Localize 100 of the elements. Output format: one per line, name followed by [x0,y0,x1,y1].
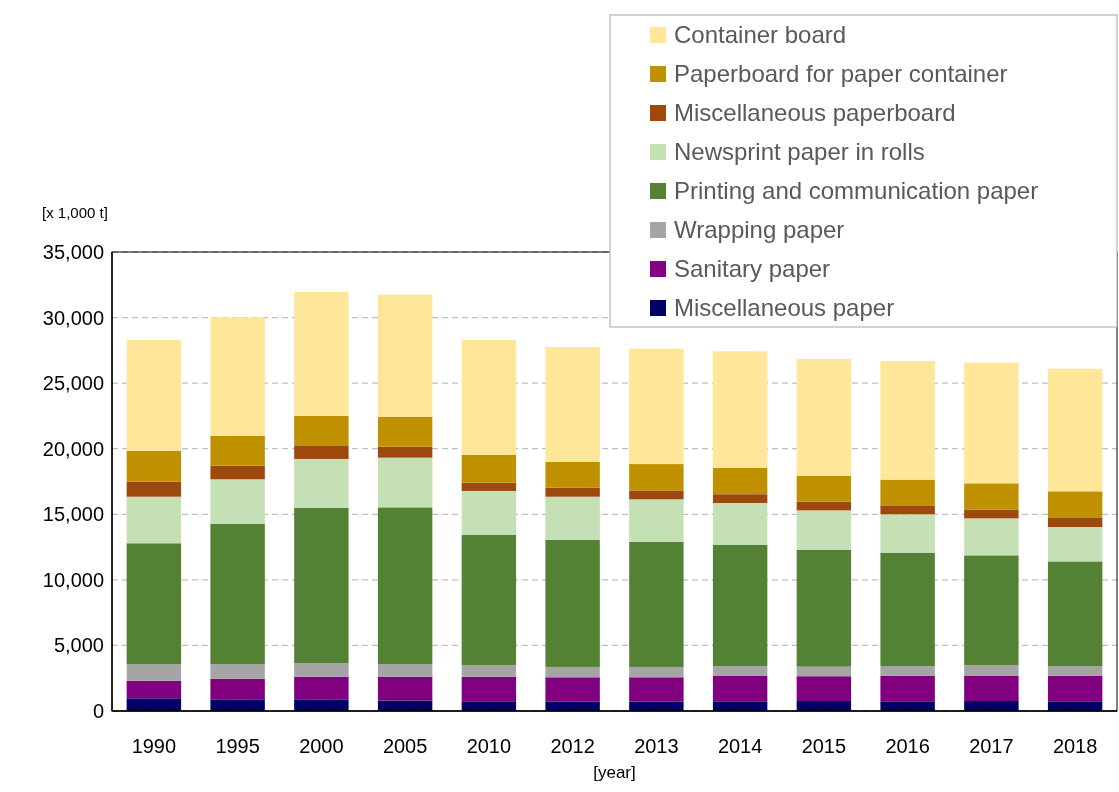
bar [210,523,265,665]
bar [964,509,1019,519]
x-tick-label: 2005 [382,735,428,757]
bar [545,539,600,667]
bar [210,317,265,436]
y-tick-label: 5,000 [53,634,104,657]
legend-label: Sanitary paper [674,255,831,283]
x-tick-label: 1990 [131,735,177,757]
bar [126,481,182,497]
bar [126,450,182,482]
bar [629,348,684,465]
bar [294,663,349,677]
bar [964,664,1019,676]
bar [629,541,684,667]
bar [294,676,349,700]
bar [461,455,517,483]
bar [377,446,433,458]
x-axis-title: [year] [593,763,636,782]
bar [545,677,600,702]
x-tick-label: 1995 [215,735,260,757]
bar [210,678,265,700]
bar [377,664,433,677]
bar [126,698,182,711]
x-tick-label: 2012 [550,735,595,757]
bar [461,490,517,536]
bar [126,543,182,665]
bar [210,699,265,711]
bar [1047,561,1103,667]
bar [210,465,265,480]
bar [294,292,349,416]
bar [1047,675,1103,702]
bar [796,666,852,677]
x-tick-label: 2016 [885,735,930,757]
bar [377,676,433,701]
bar [377,416,433,447]
x-tick-label: 2013 [634,735,679,757]
bar [629,499,684,542]
bar [294,458,349,508]
bar [1047,491,1103,518]
legend-label: Newsprint paper in rolls [674,138,925,166]
bar [1047,666,1103,676]
x-tick-label: 2018 [1052,735,1098,757]
bar [629,677,684,702]
bar [210,435,265,466]
bar [964,675,1019,702]
bar [294,415,349,446]
bar [880,360,935,480]
legend-label: Miscellaneous paperboard [674,99,956,127]
bar [545,496,600,540]
y-tick-label: 30,000 [42,306,104,329]
bar [629,490,684,500]
legend-label: Wrapping paper [674,216,845,244]
bar [126,664,182,681]
x-tick-label: 2000 [299,735,344,757]
bar [210,664,265,679]
bar [880,666,935,676]
bar [712,544,768,667]
y-axis-title: [x 1,000 t] [42,204,108,221]
bar [964,555,1019,665]
bar [377,457,433,508]
bar [880,675,935,702]
bar [210,479,265,524]
bar [377,507,433,665]
bar [964,518,1019,556]
bar [964,362,1019,484]
bar [629,666,684,678]
bar [377,294,433,417]
bar [545,346,600,462]
bar [964,701,1019,711]
bar [545,487,600,497]
bar [796,359,852,476]
bar [545,666,600,678]
bar [880,701,935,711]
bar [461,664,517,677]
bar [796,510,852,550]
bar [629,464,684,491]
bar [461,701,517,711]
bar [545,461,600,488]
bar [712,701,768,711]
y-tick-label: 10,000 [42,568,104,591]
bar [126,680,182,699]
bar [880,514,935,553]
bar [712,351,768,468]
legend-label: Printing and communication paper [674,177,1039,205]
bar [1047,517,1103,528]
x-tick-label: 2010 [466,735,512,757]
bar [461,676,517,702]
bar [712,675,768,702]
bar [796,475,852,502]
x-tick-label: 2014 [717,735,763,757]
bar [796,501,852,511]
y-tick-label: 25,000 [42,372,104,395]
bar [712,666,768,676]
bar [294,507,349,663]
bar [712,503,768,545]
bar [712,494,768,504]
bar [880,505,935,515]
x-tick-label: 2015 [801,735,847,757]
bar [1047,527,1103,562]
bar [294,699,349,711]
